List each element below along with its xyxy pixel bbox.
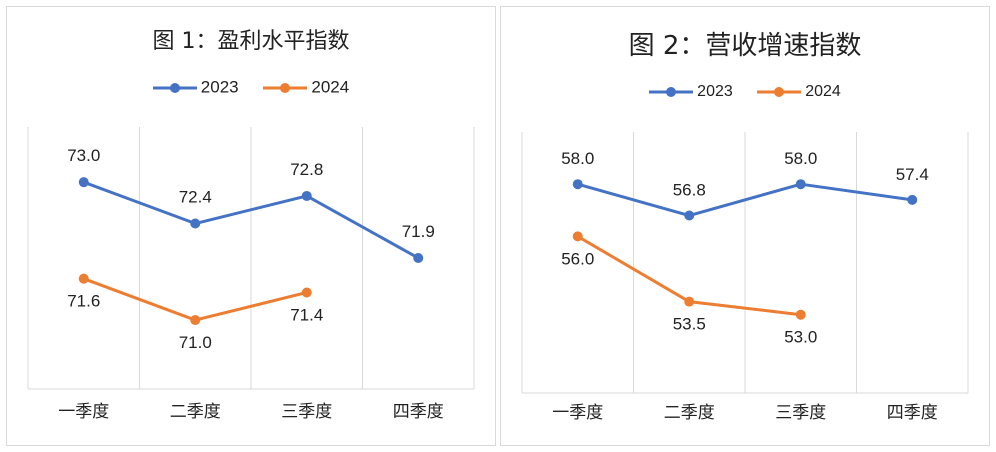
data-label-2024: 53.5 (673, 315, 706, 334)
legend-item-2024: 2024 (263, 77, 349, 98)
data-label-2023: 56.8 (673, 181, 706, 200)
data-label-2024: 53.0 (784, 328, 817, 347)
data-point-2023 (413, 253, 424, 263)
data-point-2023 (572, 179, 583, 190)
legend-swatch-2023-icon (152, 82, 197, 93)
legend-swatch-2024-icon (757, 87, 802, 97)
data-label-2024: 71.4 (290, 305, 323, 324)
legend-item-2023: 2023 (152, 77, 239, 98)
series-line-2024 (83, 277, 308, 322)
data-label-2024: 71.0 (179, 333, 212, 352)
legend-label-2024: 2024 (805, 83, 841, 100)
legend-label-2023: 2023 (200, 77, 239, 97)
x-tick-label: 一季度 (58, 402, 109, 422)
data-label-2023: 58.0 (784, 149, 817, 168)
data-point-2023 (190, 218, 201, 229)
legend-item-2023: 2023 (649, 83, 733, 101)
x-tick-label: 二季度 (170, 402, 221, 422)
x-tick-label: 二季度 (664, 403, 715, 423)
data-point-2024 (795, 309, 806, 320)
legend-swatch-2023-icon (649, 87, 694, 97)
data-point-2024 (190, 315, 201, 326)
data-point-2023 (795, 179, 806, 190)
data-label-2024: 71.6 (67, 292, 100, 311)
data-label-2023: 72.4 (179, 188, 212, 207)
data-label-2023: 72.8 (290, 160, 323, 179)
data-point-2024 (684, 296, 695, 307)
chart-panel-profit: 图 1：盈利水平指数 2023 2024 一季度 二季度 三季度 四季度 73.0 72.… (6, 6, 496, 446)
x-tick-label: 四季度 (887, 403, 938, 423)
data-label-2023: 73.0 (67, 146, 100, 165)
data-point-2023 (301, 190, 312, 201)
data-point-2024 (78, 273, 89, 284)
chart-plot-area: 一季度 二季度 三季度 四季度 58.0 56.8 58.0 57.4 56.0 53.5 53.0 (521, 132, 969, 423)
chart-panel-revenue: 图 2：营收增速指数 2023 2024 一季度 二季度 三季度 四季度 58.0 56.… (500, 6, 990, 446)
legend-label-2023: 2023 (697, 83, 733, 100)
data-point-2024 (301, 287, 312, 298)
data-point-2023 (78, 177, 89, 188)
chart-legend: 2023 2024 (501, 83, 989, 101)
data-label-2023: 58.0 (561, 149, 594, 168)
data-point-2023 (684, 210, 695, 221)
chart-title: 图 2：营收增速指数 (628, 31, 862, 61)
chart-plot-area: 一季度 二季度 三季度 四季度 73.0 72.4 72.8 71.9 71.6 71.0 71.4 (27, 127, 475, 422)
legend-item-2024: 2024 (757, 83, 841, 101)
data-label-2024: 56.0 (561, 249, 594, 268)
series-line-2023 (577, 182, 913, 218)
x-tick-label: 三季度 (281, 402, 332, 422)
chart-title: 图 1：盈利水平指数 (152, 29, 350, 54)
chart-legend: 2023 2024 (7, 77, 495, 98)
data-point-2023 (907, 194, 918, 205)
legend-swatch-2024-icon (263, 82, 308, 93)
x-tick-label: 三季度 (775, 403, 826, 423)
x-tick-label: 四季度 (393, 402, 444, 422)
x-tick-label: 一季度 (552, 403, 603, 423)
series-line-2023 (83, 180, 419, 260)
legend-label-2024: 2024 (311, 77, 350, 97)
data-label-2023: 71.9 (402, 222, 435, 241)
data-label-2023: 57.4 (896, 165, 929, 184)
data-point-2024 (572, 231, 583, 242)
